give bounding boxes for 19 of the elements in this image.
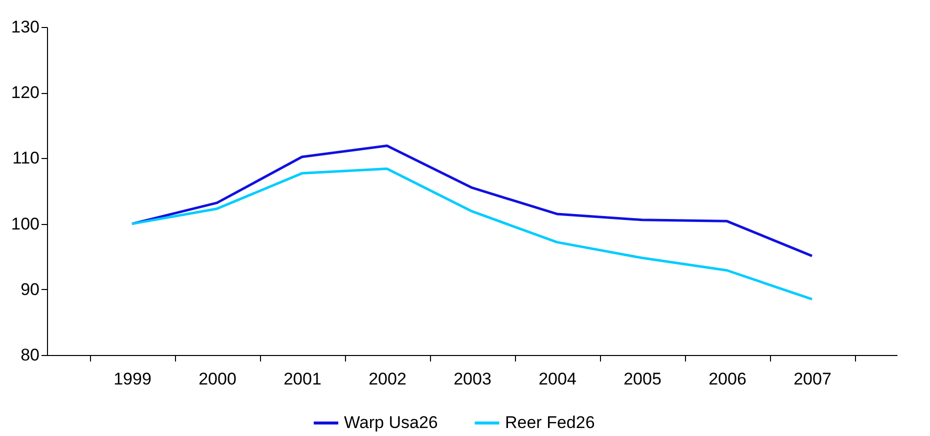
x-tick-label: 2007 bbox=[794, 370, 832, 388]
line-series bbox=[130, 144, 814, 258]
x-tick-label: 2003 bbox=[454, 370, 492, 388]
y-tick-label: 80 bbox=[20, 346, 40, 364]
y-tick-label: 110 bbox=[12, 148, 40, 168]
legend-label: Warp Usa26 bbox=[344, 413, 438, 432]
y-tick-label: 100 bbox=[11, 214, 40, 234]
x-tick-label: 2004 bbox=[538, 370, 576, 388]
line-series bbox=[130, 167, 814, 300]
legend-label: Reer Fed26 bbox=[505, 413, 595, 432]
x-tick-label: 1999 bbox=[114, 370, 152, 388]
x-tick-label: 2006 bbox=[708, 370, 746, 388]
y-tick-label: 90 bbox=[20, 280, 40, 299]
y-tick-label: 120 bbox=[11, 83, 40, 102]
y-tick-label: 130 bbox=[11, 18, 40, 36]
x-tick-label: 2005 bbox=[624, 370, 662, 388]
x-tick-label: 2001 bbox=[284, 370, 322, 388]
x-tick-label: 2000 bbox=[198, 370, 236, 388]
x-tick-label: 2002 bbox=[368, 370, 406, 388]
